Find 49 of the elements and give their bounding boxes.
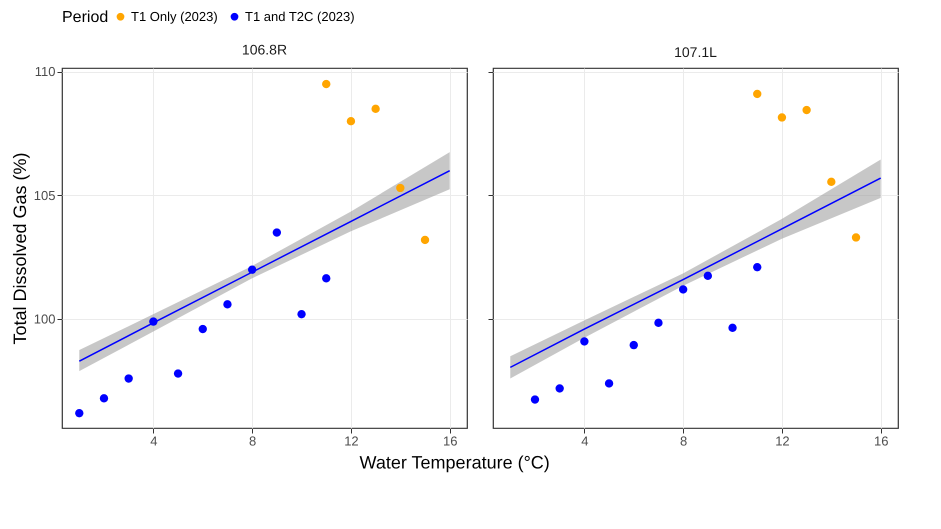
point <box>396 184 405 192</box>
point <box>371 104 380 113</box>
x-tick-label: 16 <box>442 434 458 448</box>
y-tick-label: 105 <box>34 188 56 203</box>
point <box>778 113 786 122</box>
x-tick-label: 8 <box>249 434 256 448</box>
point <box>100 394 108 402</box>
point <box>223 300 232 308</box>
x-tick-label: 4 <box>581 434 588 448</box>
chart-title: 107.1L <box>674 44 718 60</box>
legend-label: T1 Only (2023) <box>131 8 218 24</box>
point <box>802 106 811 114</box>
point <box>124 374 133 383</box>
point <box>248 265 256 274</box>
y-axis-title: Total Dissolved Gas (%) <box>10 152 30 345</box>
legend-title: Period <box>62 9 108 26</box>
point <box>678 285 688 294</box>
point <box>654 318 663 328</box>
point <box>530 395 540 404</box>
y-tick-label: 100 <box>34 312 56 327</box>
y-tick-label: 110 <box>34 64 56 80</box>
point <box>753 90 762 98</box>
point <box>753 263 762 272</box>
point <box>149 317 158 326</box>
x-axis-title: Water Temperature (°C) <box>360 452 550 473</box>
legend-label: T1 and T2C (2023) <box>245 8 355 24</box>
point <box>630 340 638 350</box>
x-tick-label: 16 <box>874 434 888 448</box>
point <box>174 369 182 378</box>
point <box>604 379 614 388</box>
x-tick-label: 12 <box>775 434 790 448</box>
x-tick-label: 4 <box>150 434 158 448</box>
point <box>420 236 430 244</box>
point <box>728 324 737 332</box>
point <box>297 310 306 318</box>
point <box>555 384 564 393</box>
point <box>704 272 712 280</box>
point <box>322 274 330 282</box>
point <box>580 337 589 346</box>
x-tick-label: 12 <box>344 434 359 448</box>
point <box>346 117 356 126</box>
point <box>272 228 282 237</box>
chart-title: 106.8R <box>242 42 288 58</box>
point <box>322 80 330 88</box>
point <box>75 408 84 418</box>
point <box>198 324 207 334</box>
point <box>852 233 860 242</box>
x-tick-label: 8 <box>680 434 688 448</box>
point <box>827 178 836 186</box>
